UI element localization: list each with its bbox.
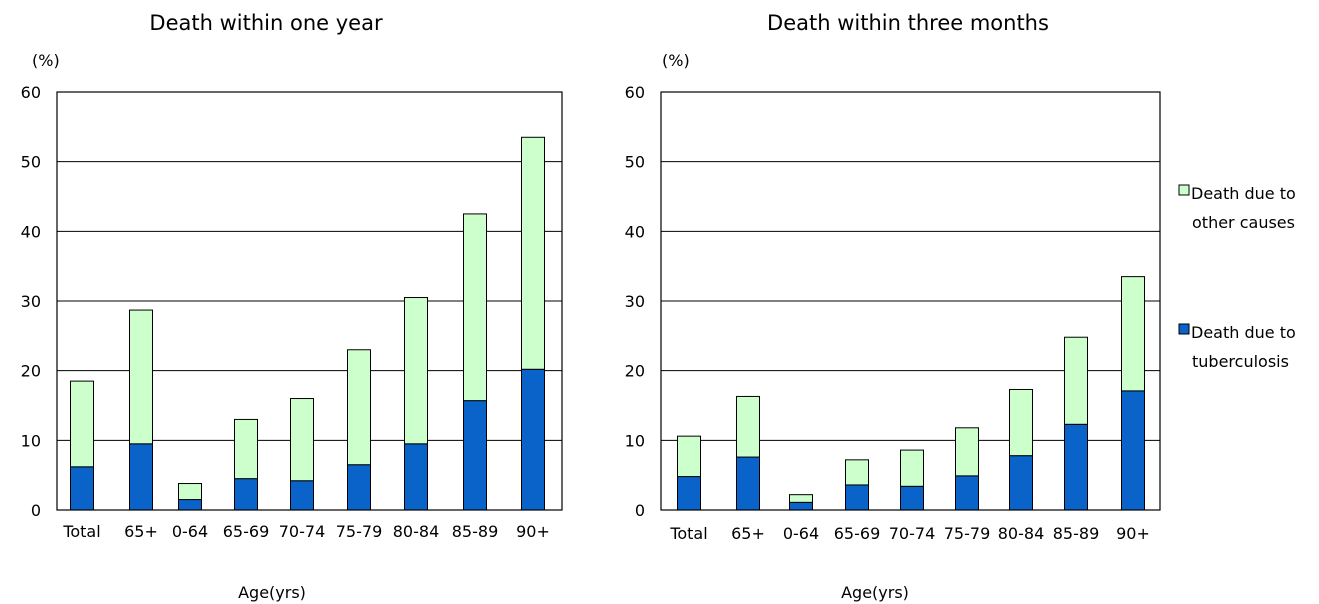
x-tick-label: 75-79 xyxy=(944,524,991,543)
bar-tuberculosis xyxy=(347,464,371,511)
y-tick-label: 10 xyxy=(625,431,645,450)
bar-tuberculosis xyxy=(178,499,202,511)
chart-panel-2: Death within three months (%) Total 65+ 0-64… xyxy=(625,11,1161,602)
bar-other-causes xyxy=(290,398,314,482)
chart-panel-1: Death within one year (%) Total 65+ 0-64 65-6… xyxy=(21,11,563,602)
bar-tuberculosis xyxy=(463,400,487,511)
x-tick-label: 75-79 xyxy=(336,522,383,541)
bar-tuberculosis xyxy=(789,501,813,511)
bar-tuberculosis xyxy=(129,443,153,511)
legend: Death due to other causes Death due to tube… xyxy=(1178,184,1296,371)
x-tick-label: 90+ xyxy=(516,522,550,541)
x-tick-label: 70-74 xyxy=(889,524,936,543)
x-tick-label: Total xyxy=(669,524,707,543)
x-tick-label: 85-89 xyxy=(452,522,499,541)
y-unit-label: (%) xyxy=(662,51,690,70)
bar-tuberculosis xyxy=(290,480,314,511)
x-tick-label: 85-89 xyxy=(1053,524,1100,543)
x-tick-label: 90+ xyxy=(1116,524,1150,543)
x-axis-label: Age(yrs) xyxy=(841,583,909,602)
y-tick-label: 30 xyxy=(21,292,41,311)
bar-other-causes xyxy=(129,309,153,445)
y-tick-label: 20 xyxy=(625,362,645,381)
bar-tuberculosis xyxy=(955,475,979,511)
y-tick-label: 10 xyxy=(21,431,41,450)
y-tick-label: 40 xyxy=(625,222,645,241)
bar-other-causes xyxy=(1064,336,1088,425)
bar-tuberculosis xyxy=(70,466,94,511)
x-tick-label: 65+ xyxy=(124,522,158,541)
bar-other-causes xyxy=(677,435,701,478)
legend-swatch xyxy=(1178,184,1190,196)
bar-other-causes xyxy=(404,297,428,445)
plot-frame xyxy=(660,91,1161,511)
y-tick-label: 40 xyxy=(21,222,41,241)
bar-other-causes xyxy=(1121,276,1145,392)
x-axis-label: Age(yrs) xyxy=(238,583,306,602)
y-tick-label: 20 xyxy=(21,362,41,381)
bar-other-causes xyxy=(178,483,202,501)
y-tick-label: 60 xyxy=(21,83,41,102)
x-tick-label: Total xyxy=(62,522,100,541)
bar-other-causes xyxy=(347,349,371,466)
x-tick-label: 70-74 xyxy=(279,522,326,541)
bar-other-causes xyxy=(521,136,545,370)
x-tick-label: 0-64 xyxy=(172,522,208,541)
x-tick-label: 65+ xyxy=(731,524,765,543)
bar-other-causes xyxy=(845,459,869,486)
bar-other-causes xyxy=(70,380,94,468)
bar-other-causes xyxy=(900,449,924,487)
bar-tuberculosis xyxy=(845,484,869,511)
y-unit-label: (%) xyxy=(32,51,60,70)
bar-tuberculosis xyxy=(1121,390,1145,511)
x-tick-label: 65-69 xyxy=(834,524,881,543)
bar-tuberculosis xyxy=(677,476,701,511)
bar-tuberculosis xyxy=(1009,455,1033,511)
y-tick-label: 50 xyxy=(625,153,645,172)
bar-other-causes xyxy=(234,418,258,480)
legend-label-line1: Death due to xyxy=(1191,323,1296,342)
bar-other-causes xyxy=(955,427,979,477)
y-tick-label: 0 xyxy=(635,501,645,520)
y-tick-label: 30 xyxy=(625,292,645,311)
y-tick-label: 50 xyxy=(21,153,41,172)
bar-tuberculosis xyxy=(404,443,428,511)
bar-tuberculosis xyxy=(234,478,258,511)
bar-other-causes xyxy=(463,213,487,402)
bar-other-causes xyxy=(789,494,813,503)
bar-other-causes xyxy=(736,395,760,458)
x-tick-label: 80-84 xyxy=(393,522,440,541)
bar-other-causes xyxy=(1009,388,1033,457)
x-tick-label: 65-69 xyxy=(223,522,270,541)
x-tick-label: 80-84 xyxy=(998,524,1045,543)
plot-frame xyxy=(56,91,563,511)
x-tick-label: 0-64 xyxy=(783,524,819,543)
bar-tuberculosis xyxy=(1064,423,1088,511)
legend-label-line1: Death due to xyxy=(1191,184,1296,203)
bar-tuberculosis xyxy=(736,456,760,511)
y-tick-label: 0 xyxy=(31,501,41,520)
legend-label-line2: tuberculosis xyxy=(1192,352,1289,371)
bar-tuberculosis xyxy=(900,485,924,511)
y-tick-label: 60 xyxy=(625,83,645,102)
chart-title: Death within three months xyxy=(767,11,1049,35)
bar-tuberculosis xyxy=(521,368,545,511)
legend-label-line2: other causes xyxy=(1192,213,1295,232)
chart-title: Death within one year xyxy=(149,11,383,35)
legend-swatch xyxy=(1178,323,1190,335)
